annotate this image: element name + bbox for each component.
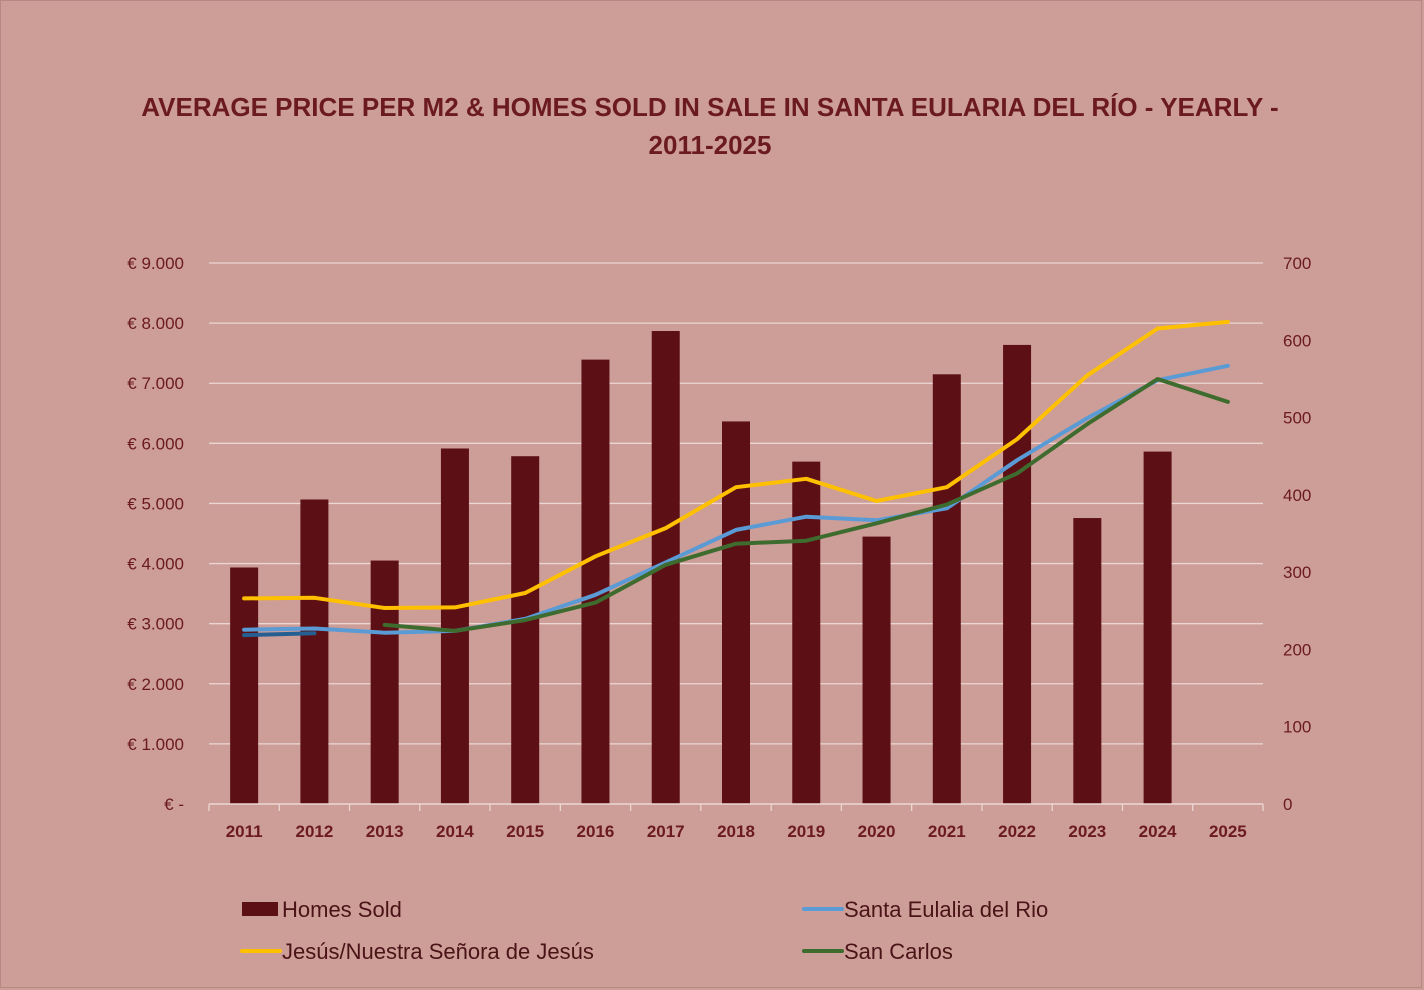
x-tick-label: 2020 <box>858 822 896 841</box>
y-left-tick-label: € 4.000 <box>127 555 184 574</box>
y-left-tick-label: € 9.000 <box>127 254 184 273</box>
y-left-tick-label: € 3.000 <box>127 615 184 634</box>
y-left-tick-label: € 8.000 <box>127 314 184 333</box>
x-tick-label: 2016 <box>577 822 615 841</box>
y-right-tick-label: 700 <box>1283 254 1311 273</box>
legend-swatch-bar <box>242 902 278 916</box>
y-right-tick-label: 400 <box>1283 486 1311 505</box>
bar-homes-sold <box>511 456 540 804</box>
x-tick-label: 2025 <box>1209 822 1247 841</box>
y-left-tick-label: € 1.000 <box>127 735 184 754</box>
y-right-tick-label: 600 <box>1283 331 1311 350</box>
bar-homes-sold <box>1143 451 1172 804</box>
legend-label: Jesús/Nuestra Señora de Jesús <box>282 939 594 964</box>
bar-homes-sold <box>370 560 399 804</box>
y-right-tick-label: 300 <box>1283 563 1311 582</box>
x-tick-label: 2022 <box>998 822 1036 841</box>
x-tick-label: 2024 <box>1139 822 1177 841</box>
y-right-tick-label: 200 <box>1283 640 1311 659</box>
bar-homes-sold <box>932 374 961 804</box>
chart-title: AVERAGE PRICE PER M2 & HOMES SOLD IN SAL… <box>141 92 1279 160</box>
bar-homes-sold <box>1003 344 1032 804</box>
y-left-tick-label: € - <box>164 795 184 814</box>
bar-homes-sold <box>862 536 891 804</box>
y-left-tick-label: € 5.000 <box>127 494 184 513</box>
bar-homes-sold <box>722 421 750 804</box>
y-right-tick-label: 500 <box>1283 409 1311 428</box>
bar-homes-sold <box>440 448 469 804</box>
line-series <box>242 319 1230 638</box>
x-tick-label: 2012 <box>295 822 333 841</box>
bar-homes-sold <box>230 567 259 804</box>
bar-series <box>230 331 1172 804</box>
bar-homes-sold <box>1073 518 1102 804</box>
bar-homes-sold <box>300 499 329 804</box>
legend-label: Santa Eulalia del Rio <box>844 897 1048 922</box>
line-san-carlos <box>382 377 1230 633</box>
line-unnamed <box>242 631 317 638</box>
y-right-tick-label: 100 <box>1283 718 1311 737</box>
bar-homes-sold <box>581 359 610 804</box>
x-tick-label: 2023 <box>1068 822 1106 841</box>
x-tick-label: 2017 <box>647 822 685 841</box>
x-tick-label: 2014 <box>436 822 474 841</box>
legend: Homes Sold Santa Eulalia del Rio Jesús/Nue… <box>240 897 1048 964</box>
bar-homes-sold <box>792 461 821 804</box>
legend-label: Homes Sold <box>282 897 402 922</box>
x-tick-label: 2018 <box>717 822 755 841</box>
y-left-tick-label: € 6.000 <box>127 434 184 453</box>
axes: € 9.000 € 8.000 € 7.000 € 6.000 € 5.000 € 4.0… <box>127 254 1311 841</box>
x-tick-label: 2013 <box>366 822 404 841</box>
x-tick-label: 2021 <box>928 822 966 841</box>
y-right-tick-label: 0 <box>1283 795 1292 814</box>
y-left-tick-label: € 7.000 <box>127 374 184 393</box>
y-left-tick-label: € 2.000 <box>127 675 184 694</box>
x-tick-label: 2019 <box>787 822 825 841</box>
x-tick-label: 2011 <box>226 822 263 841</box>
line-jesu-s-nuestra-sen-ora-de-jesu-s <box>242 319 1230 610</box>
x-tick-label: 2015 <box>506 822 544 841</box>
line-santa-eulalia-del-rio <box>242 363 1230 635</box>
legend-label: San Carlos <box>844 939 953 964</box>
